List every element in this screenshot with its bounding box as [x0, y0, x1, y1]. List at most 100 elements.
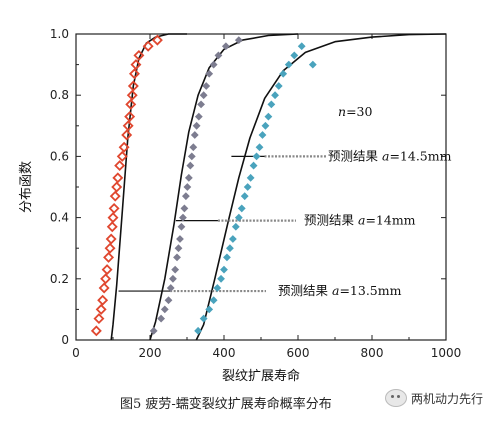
data-point [104, 242, 116, 254]
data-point [243, 183, 252, 191]
data-point [209, 296, 218, 305]
annotation-prefix: 预测结果 [304, 213, 358, 228]
data-point [190, 131, 199, 139]
data-point [125, 98, 137, 110]
data-point [118, 141, 130, 153]
data-point [101, 264, 113, 276]
x-tick-label: 600 [287, 346, 310, 360]
data-point [214, 51, 223, 60]
data-point [164, 296, 173, 305]
data-point [205, 69, 214, 78]
data-point [226, 244, 234, 253]
y-tick-label: 0 [61, 333, 69, 347]
data-point [180, 204, 189, 213]
data-point [184, 173, 193, 182]
data-point [234, 36, 243, 45]
data-point [176, 235, 184, 243]
figure-caption: 图5 疲劳-蠕变裂纹扩展寿命概率分布 [120, 396, 332, 412]
data-point [264, 112, 273, 121]
y-tick-label: 0.6 [50, 149, 69, 163]
annotation-prefix: 预测结果 [278, 283, 332, 298]
wechat-icon [385, 389, 407, 407]
data-point [274, 82, 283, 90]
data-point [171, 265, 180, 274]
data-point [246, 173, 255, 182]
y-axis-title: 分布函数 [19, 161, 34, 213]
data-point [231, 222, 240, 231]
axes [75, 33, 447, 341]
fitted-curve [195, 33, 447, 341]
annotation-label: 预测结果 a=14.5mm [328, 148, 452, 163]
data-point [199, 314, 208, 323]
data-point [223, 253, 231, 262]
fitted-curve [149, 33, 299, 341]
data-point [271, 91, 279, 100]
data-point [189, 143, 198, 152]
data-point [308, 60, 317, 69]
annotation-variable: a [332, 283, 339, 298]
data-point [267, 100, 276, 109]
data-point [157, 314, 166, 323]
data-point [174, 244, 183, 253]
data-point [279, 69, 288, 78]
x-tick-label: 0 [72, 346, 80, 360]
labels: 0 200 400 600 800 1000 0 0.2 0.4 0.6 0.8 1.0 裂纹扩展寿命 分… [19, 27, 461, 412]
data-point [100, 273, 112, 285]
data-point [179, 213, 187, 222]
data-point [142, 40, 154, 52]
data-point [199, 91, 208, 100]
data-point [93, 313, 105, 325]
data-point [121, 129, 133, 141]
sample-size-value: =30 [346, 104, 372, 119]
y-tick-label: 0.4 [50, 211, 69, 225]
data-point [122, 120, 134, 132]
annotation-prefix: 预测结果 [328, 148, 382, 163]
data-point [112, 172, 124, 184]
annotation-value: =13.5mm [339, 283, 401, 298]
data-point [114, 160, 126, 172]
annotation-variable: a [358, 213, 365, 228]
data-point [160, 305, 169, 314]
data-point [237, 204, 246, 213]
data-point [151, 34, 163, 46]
x-tick-label: 400 [213, 346, 236, 360]
data-point [297, 42, 306, 51]
data-point [169, 274, 177, 283]
data-point [177, 222, 186, 231]
data-point [98, 282, 110, 294]
data-point [127, 80, 139, 92]
data-point [107, 212, 119, 224]
data-point [187, 152, 196, 161]
data-point [90, 325, 102, 337]
y-tick-label: 1.0 [50, 27, 69, 41]
data-point [290, 51, 299, 60]
data-point [130, 59, 142, 71]
annotation-label: 预测结果 a=13.5mm [278, 283, 402, 298]
data-point [234, 213, 243, 222]
data-point [173, 253, 181, 262]
y-tick-label: 0.2 [50, 272, 69, 286]
data-point [97, 294, 109, 306]
data-point [205, 305, 214, 314]
x-tick-label: 1000 [431, 346, 462, 360]
annotation-variable: a [382, 148, 389, 163]
data-point [103, 251, 115, 263]
data-point [217, 274, 225, 283]
data-points [90, 34, 317, 337]
data-point [181, 192, 190, 201]
annotation-value: =14.5mm [389, 148, 451, 163]
data-point [128, 68, 140, 80]
fitted-curves [110, 33, 447, 341]
data-point [111, 181, 123, 193]
data-point [133, 49, 145, 61]
data-point [252, 152, 261, 161]
data-point [220, 265, 228, 274]
data-point [106, 221, 118, 233]
x-tick-label: 800 [361, 346, 384, 360]
data-point [192, 121, 201, 130]
data-point [213, 284, 222, 292]
data-point [240, 192, 249, 201]
data-point [194, 112, 203, 121]
sample-size-label: n=30 [338, 104, 372, 119]
